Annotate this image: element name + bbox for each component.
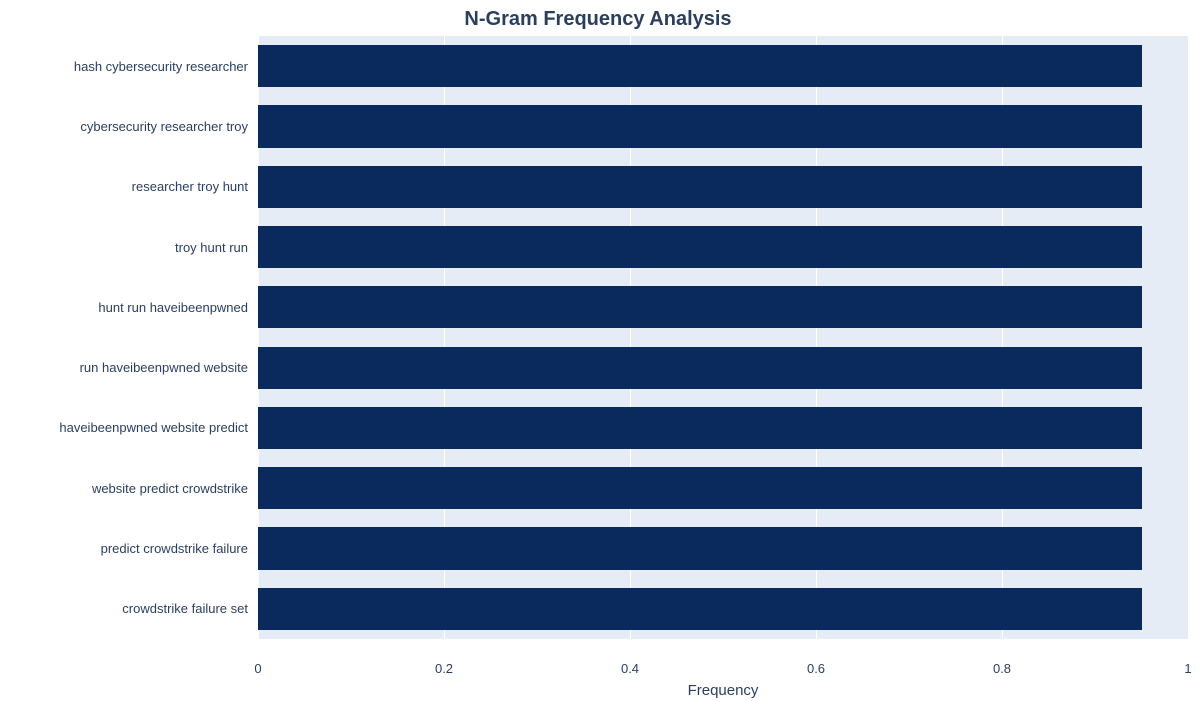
bar-row [258, 398, 1188, 458]
x-axis: 0 0.2 0.4 0.6 0.8 1 Frequency [258, 639, 1188, 701]
bar-row [258, 36, 1188, 96]
x-tick-label: 0 [254, 661, 261, 676]
y-axis-labels: hash cybersecurity researcher cybersecur… [0, 36, 254, 639]
y-tick-label: predict crowdstrike failure [0, 518, 254, 578]
bar-row [258, 157, 1188, 217]
y-tick-label: run haveibeenpwned website [0, 337, 254, 397]
x-tick-label: 0.4 [621, 661, 639, 676]
y-tick-label: troy hunt run [0, 217, 254, 277]
gridline [1188, 36, 1189, 639]
y-tick-label: cybersecurity researcher troy [0, 96, 254, 156]
bar [258, 286, 1142, 328]
x-axis-label: Frequency [258, 682, 1188, 699]
y-tick-label: crowdstrike failure set [0, 579, 254, 639]
bar-row [258, 277, 1188, 337]
x-tick-label: 1 [1184, 661, 1191, 676]
y-tick-label: haveibeenpwned website predict [0, 398, 254, 458]
bar [258, 347, 1142, 389]
plot-area [258, 36, 1188, 639]
bar [258, 527, 1142, 569]
y-tick-label: hash cybersecurity researcher [0, 36, 254, 96]
bar [258, 407, 1142, 449]
bar-row [258, 518, 1188, 578]
x-tick-label: 0.8 [993, 661, 1011, 676]
y-tick-label: website predict crowdstrike [0, 458, 254, 518]
bar [258, 166, 1142, 208]
y-tick-label: researcher troy hunt [0, 157, 254, 217]
bar-row [258, 96, 1188, 156]
bar-row [258, 579, 1188, 639]
y-tick-label: hunt run haveibeenpwned [0, 277, 254, 337]
chart-title: N-Gram Frequency Analysis [0, 8, 1196, 31]
bars-container [258, 36, 1188, 639]
bar [258, 588, 1142, 630]
bar [258, 467, 1142, 509]
bar-row [258, 458, 1188, 518]
ngram-frequency-chart: N-Gram Frequency Analysis hash cybersecu… [0, 0, 1196, 701]
bar [258, 105, 1142, 147]
bar-row [258, 217, 1188, 277]
bar-row [258, 337, 1188, 397]
bar [258, 226, 1142, 268]
x-tick-label: 0.6 [807, 661, 825, 676]
bar [258, 45, 1142, 87]
x-tick-label: 0.2 [435, 661, 453, 676]
